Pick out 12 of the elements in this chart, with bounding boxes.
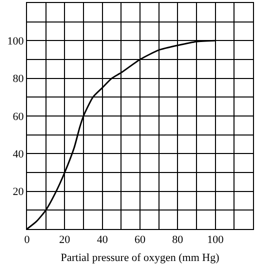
y-tick-label: 80	[12, 73, 24, 86]
x-tick-label: 60	[134, 234, 146, 246]
x-axis-title: Partial pressure of oxygen (mm Hg)	[60, 252, 220, 264]
y-tick-label: 20	[12, 186, 24, 198]
x-tick-label: 100	[207, 234, 224, 246]
y-tick-label: 60	[12, 110, 24, 123]
x-tick-label: 20	[59, 234, 71, 246]
y-tick-label: 40	[12, 148, 24, 161]
x-tick-label: 80	[172, 234, 184, 246]
x-tick-label: 0	[24, 234, 30, 246]
y-tick-label: 100	[7, 36, 24, 48]
x-tick-label: 40	[96, 234, 108, 246]
